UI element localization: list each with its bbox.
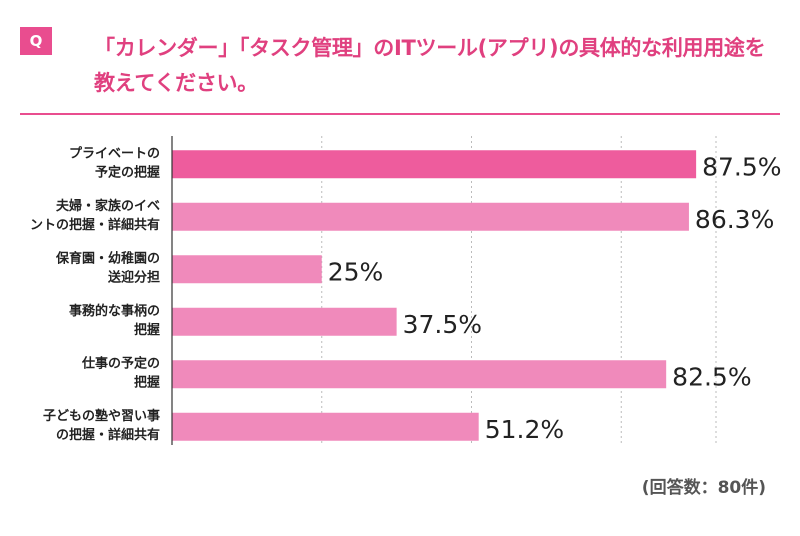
category-label: 保育園・幼稚園の — [55, 250, 160, 266]
category-label: ントの把握・詳細共有 — [30, 217, 160, 233]
question-text: 「カレンダー」「タスク管理」のITツール(アプリ)の具体的な利用用途を教えてくだ… — [94, 36, 766, 95]
bar — [172, 255, 322, 284]
bar — [172, 307, 397, 336]
value-label: 51.2% — [485, 415, 564, 444]
bar — [172, 412, 479, 441]
category-label: 送迎分担 — [107, 269, 160, 285]
header-divider — [20, 113, 780, 115]
response-count-note: (回答数：80件) — [641, 478, 766, 498]
category-label: プライベートの — [69, 146, 160, 161]
category-label: 仕事の予定の — [81, 355, 160, 371]
value-label: 87.5% — [702, 152, 781, 181]
category-label: 予定の把握 — [95, 164, 160, 180]
question-badge: Q — [20, 27, 52, 55]
category-label: 把握 — [134, 374, 160, 390]
value-label: 82.5% — [672, 362, 751, 391]
bar — [172, 202, 689, 231]
category-label: 子どもの塾や習い事 — [43, 408, 160, 424]
bar — [172, 360, 667, 389]
value-label: 86.3% — [695, 205, 774, 234]
value-label: 37.5% — [403, 310, 482, 339]
category-label: 夫婦・家族のイベ — [56, 198, 160, 214]
value-label: 25% — [328, 257, 384, 286]
category-label: の把握・詳細共有 — [56, 427, 160, 443]
bar — [172, 150, 697, 179]
category-label: 事務的な事柄の — [69, 303, 160, 319]
category-label: 把握 — [134, 322, 160, 338]
